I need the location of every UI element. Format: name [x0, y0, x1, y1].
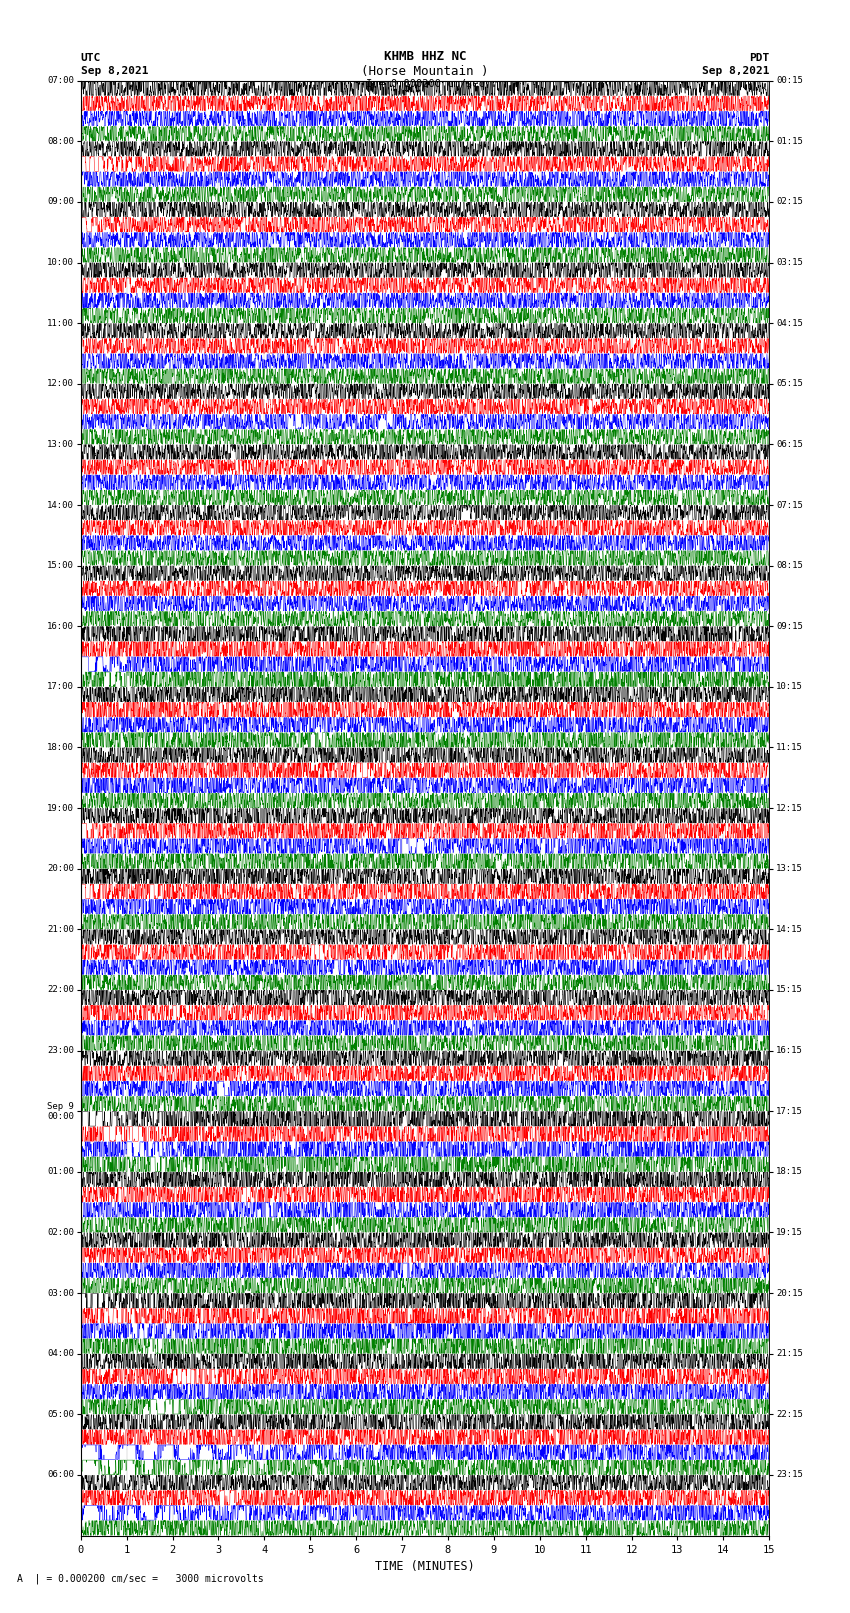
Text: (Horse Mountain ): (Horse Mountain ) [361, 65, 489, 77]
Text: KHMB HHZ NC: KHMB HHZ NC [383, 50, 467, 63]
X-axis label: TIME (MINUTES): TIME (MINUTES) [375, 1560, 475, 1573]
Text: I = 0.000200 cm/sec: I = 0.000200 cm/sec [366, 79, 484, 89]
Text: Sep 8,2021: Sep 8,2021 [81, 66, 148, 76]
Text: Sep 8,2021: Sep 8,2021 [702, 66, 769, 76]
Text: UTC: UTC [81, 53, 101, 63]
Text: PDT: PDT [749, 53, 769, 63]
Text: A  | = 0.000200 cm/sec =   3000 microvolts: A | = 0.000200 cm/sec = 3000 microvolts [17, 1573, 264, 1584]
